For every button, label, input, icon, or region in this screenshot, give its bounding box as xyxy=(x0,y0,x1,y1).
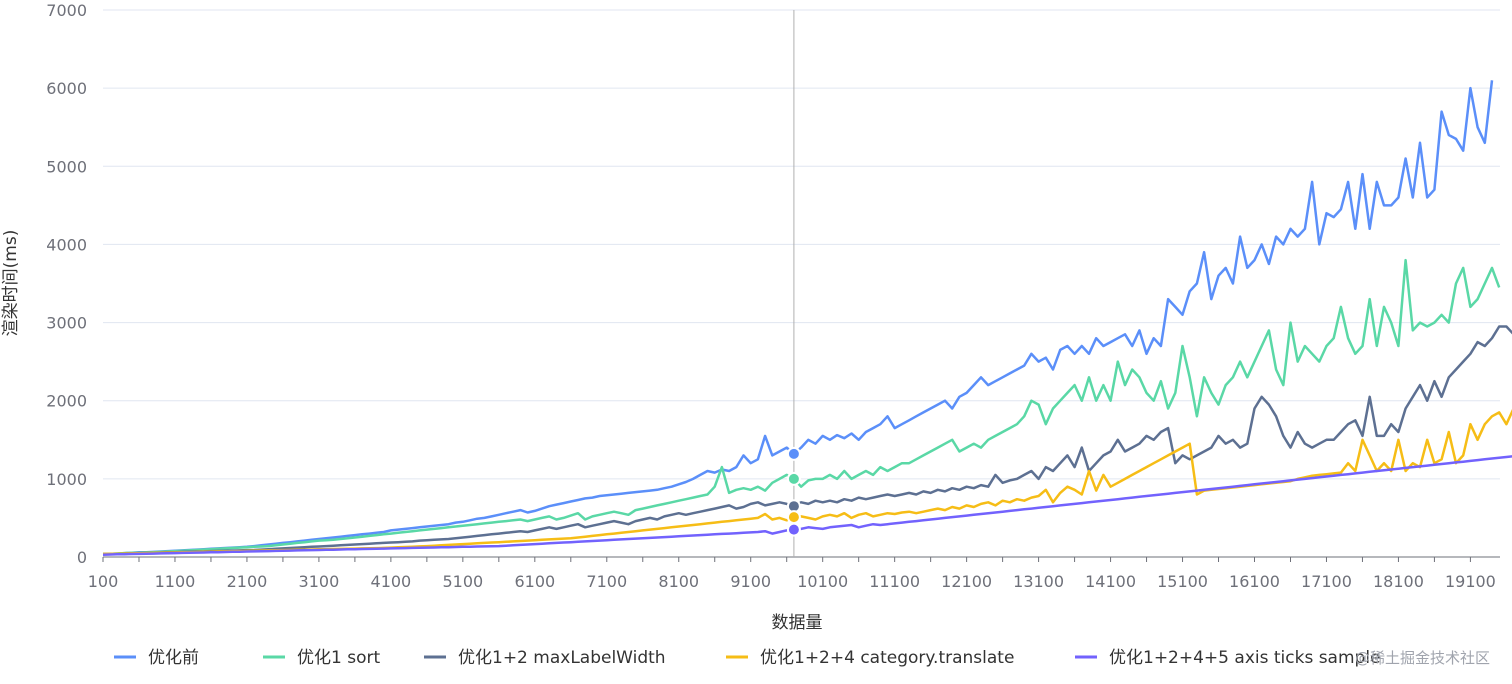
series-line-1 xyxy=(103,258,1501,556)
x-tick-label: 10100 xyxy=(797,572,848,591)
y-axis-ticks: 0 1000 2000 3000 4000 5000 6000 7000 xyxy=(46,1,87,567)
crosshair-marker-4 xyxy=(786,522,801,537)
x-axis-title: 数据量 xyxy=(772,613,823,633)
legend-item-3[interactable]: 优化1+2+4 category.translate xyxy=(726,648,1014,668)
x-tick-label: 19100 xyxy=(1445,572,1496,591)
x-tick-label: 15100 xyxy=(1157,572,1208,591)
y-tick-label: 7000 xyxy=(46,1,87,20)
y-tick-label: 3000 xyxy=(46,314,87,333)
x-tick-label: 3100 xyxy=(299,572,340,591)
x-tick-label: 14100 xyxy=(1085,572,1136,591)
x-tick-label: 18100 xyxy=(1373,572,1424,591)
x-tick-label: 13100 xyxy=(1013,572,1064,591)
x-tick-label: 9100 xyxy=(730,572,771,591)
crosshair-marker-1 xyxy=(786,471,801,486)
series-line-3 xyxy=(103,408,1512,556)
crosshair-marker-0 xyxy=(786,446,801,461)
y-axis-title: 渲染时间(ms) xyxy=(1,230,21,337)
y-tick-label: 4000 xyxy=(46,235,87,254)
legend-item-2[interactable]: 优化1+2 maxLabelWidth xyxy=(424,648,666,668)
y-tick-label: 6000 xyxy=(46,79,87,98)
series-line-4 xyxy=(102,455,1512,556)
x-tick-label: 100 xyxy=(88,572,119,591)
y-tick-label: 5000 xyxy=(46,157,87,176)
y-tick-label: 2000 xyxy=(46,392,87,411)
x-tick-label: 8100 xyxy=(658,572,699,591)
watermark: @稀土掘金技术社区 xyxy=(1355,649,1490,667)
legend-label: 优化前 xyxy=(148,648,199,668)
x-tick-label: 7100 xyxy=(586,572,627,591)
legend-item-4[interactable]: 优化1+2+4+5 axis ticks sample xyxy=(1075,648,1381,668)
x-tick-label: 16100 xyxy=(1229,572,1280,591)
crosshair-marker-3 xyxy=(786,510,801,525)
y-tick-label: 0 xyxy=(77,548,87,567)
legend-label: 优化1 sort xyxy=(297,648,380,668)
legend-item-1[interactable]: 优化1 sort xyxy=(263,648,380,668)
y-tick-label: 1000 xyxy=(46,470,87,489)
legend-item-0[interactable]: 优化前 xyxy=(114,648,199,668)
x-tick-label: 5100 xyxy=(442,572,483,591)
grid-lines xyxy=(103,9,1500,480)
x-tick-label: 1100 xyxy=(155,572,196,591)
x-tick-label: 17100 xyxy=(1301,572,1352,591)
x-tick-label: 4100 xyxy=(371,572,412,591)
series-line-2 xyxy=(103,325,1512,556)
series-lines xyxy=(102,80,1512,556)
legend[interactable]: 优化前 优化1 sort 优化1+2 maxLabelWidth 优化1+2+4 ca… xyxy=(114,648,1381,668)
x-tick-label: 2100 xyxy=(227,572,268,591)
legend-label: 优化1+2+4+5 axis ticks sample xyxy=(1109,648,1381,668)
x-tick-label: 11100 xyxy=(869,572,920,591)
x-axis-ticks: 100 1100 2100 3100 4100 5100 6100 7100 8100 9100 1… xyxy=(88,557,1496,591)
legend-label: 优化1+2 maxLabelWidth xyxy=(458,648,666,668)
x-tick-label: 6100 xyxy=(514,572,555,591)
crosshair-markers xyxy=(786,446,801,537)
x-tick-label: 12100 xyxy=(941,572,992,591)
legend-label: 优化1+2+4 category.translate xyxy=(760,648,1014,668)
